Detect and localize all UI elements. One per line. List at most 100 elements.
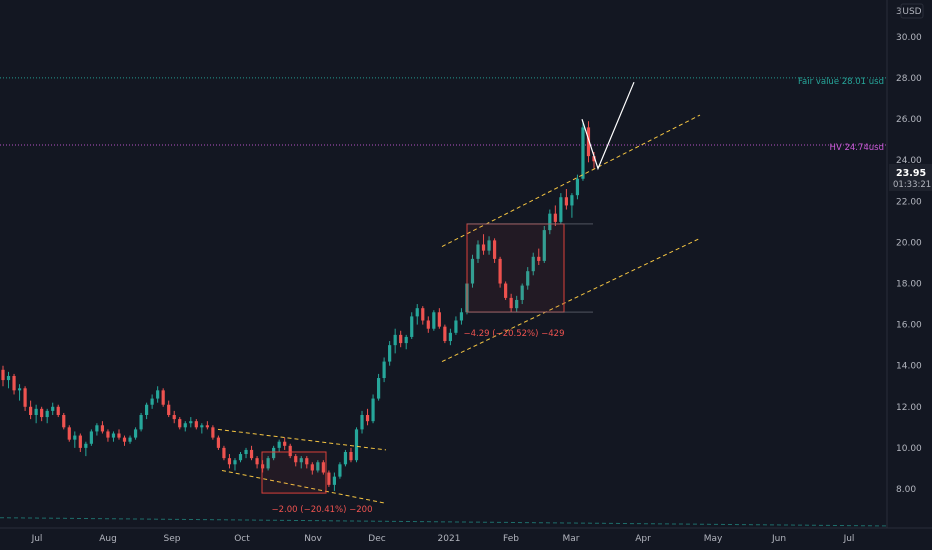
channel-line-descending_upper[interactable] (217, 428, 387, 451)
horizontal-levels (0, 77, 887, 146)
candle-body (432, 312, 436, 329)
candle-body (111, 433, 116, 438)
candle-body (564, 197, 568, 206)
candle-body (128, 437, 132, 442)
candle-body (272, 447, 276, 459)
candle-body (288, 445, 292, 457)
candle-body (399, 334, 403, 344)
candle-body (167, 404, 171, 416)
candle-body (238, 454, 243, 461)
price-axis[interactable]: 30.00 28.00 26.00 24.00 22.00 20.00 18.00 16.00… (896, 33, 922, 495)
candle-body (89, 431, 93, 444)
candle-body (244, 449, 248, 455)
candle-body (156, 390, 160, 399)
box1-measure-label: −2.00 (−20.41%) −200 (272, 505, 373, 515)
candle-body (133, 429, 138, 438)
candle-body (305, 458, 309, 465)
candle-body (161, 390, 165, 405)
candle-body (515, 299, 519, 309)
candle-body (189, 421, 193, 424)
y-tick-label: 26.00 (896, 115, 922, 125)
candle-body (327, 472, 331, 485)
candle-body (310, 464, 314, 471)
candle-body (255, 458, 259, 465)
candle-body (299, 458, 303, 463)
candle-body (1, 369, 5, 381)
channel-line-ascending_upper[interactable] (441, 114, 701, 247)
y-tick-label: 28.00 (896, 74, 922, 84)
candle-body (509, 297, 513, 309)
x-tick-label: Mar (563, 534, 580, 544)
candle-body (586, 127, 591, 157)
candle-body (498, 258, 502, 284)
candle-body (487, 240, 491, 251)
channel-line-ascending_lower[interactable] (441, 237, 701, 363)
candle-body (526, 271, 530, 286)
bottom-support-line[interactable] (0, 517, 888, 527)
hv-label: HV 24.74usd (830, 143, 884, 153)
candle-body (459, 312, 464, 321)
y-tick-label: 18.00 (896, 280, 922, 290)
candle-body (531, 256, 535, 272)
candle-body (106, 431, 110, 438)
candle-body (476, 244, 480, 259)
candle-body (581, 127, 585, 179)
candle-body (570, 195, 574, 206)
candle-body (178, 419, 182, 428)
measure-box-2[interactable] (466, 223, 565, 313)
candle-body (29, 406, 33, 416)
candle-body (553, 213, 557, 222)
candle-body (67, 427, 71, 440)
x-tick-label: Oct (234, 534, 250, 544)
candle-body (40, 408, 44, 418)
candle-body (6, 375, 11, 381)
candle-body (17, 388, 22, 391)
time-axis[interactable]: Jul Aug Sep Oct Nov Dec 2021 Feb Mar Apr May Jun Jul (31, 534, 855, 544)
candle-body (78, 435, 82, 448)
bar-countdown: 01:33:21 (893, 180, 931, 190)
candle-body (360, 415, 364, 430)
candle-body (222, 447, 226, 459)
candle-body (349, 451, 353, 461)
candle-body (575, 178, 580, 196)
candle-body (592, 156, 596, 162)
candle-body (371, 398, 375, 422)
x-tick-label: Jun (771, 534, 786, 544)
y-tick-label: 20.00 (896, 238, 922, 248)
candle-body (448, 332, 452, 342)
y-tick-label: 10.00 (896, 444, 922, 454)
candle-body (426, 320, 430, 329)
candle-body (62, 415, 66, 428)
candle-body (23, 388, 27, 407)
box2-measure-label: −4.29 (−20.52%) −429 (464, 329, 565, 339)
candle-body (437, 312, 441, 327)
candle-body (443, 326, 447, 342)
currency-badge[interactable] (900, 3, 924, 19)
candle-body (95, 425, 99, 432)
candle-body (520, 285, 524, 300)
candle-body (492, 240, 497, 259)
candle-body (227, 458, 232, 465)
candle-body (321, 462, 325, 473)
x-tick-label: May (704, 534, 723, 544)
candle-body (470, 258, 475, 284)
candle-body (117, 433, 121, 438)
last-price-tag: 23.95 01:33:21 (889, 164, 932, 191)
candle-body (45, 410, 49, 418)
projection-path[interactable] (581, 81, 635, 171)
candle-body (233, 460, 237, 465)
measure-box-1[interactable] (261, 451, 327, 494)
candle-body (343, 451, 348, 465)
candlesticks (1, 121, 596, 492)
candle-body (216, 437, 221, 448)
candle-body (421, 308, 425, 321)
candle-body (382, 361, 386, 379)
candle-body (354, 429, 359, 461)
candle-body (283, 441, 287, 446)
candle-body (260, 464, 265, 469)
candle-body (211, 427, 215, 438)
x-tick-label: Nov (304, 534, 322, 544)
x-tick-label: Jul (843, 534, 855, 544)
candle-body (393, 334, 397, 346)
